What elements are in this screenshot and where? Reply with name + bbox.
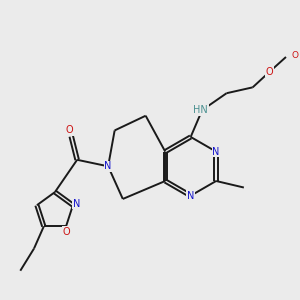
Text: N: N xyxy=(73,199,80,208)
Text: O: O xyxy=(292,51,298,60)
Text: N: N xyxy=(187,191,194,201)
Text: N: N xyxy=(104,161,112,171)
Text: N: N xyxy=(212,147,220,157)
Text: O: O xyxy=(63,227,70,237)
Text: O: O xyxy=(66,125,74,135)
Text: O: O xyxy=(266,67,274,77)
Text: HN: HN xyxy=(193,105,208,115)
